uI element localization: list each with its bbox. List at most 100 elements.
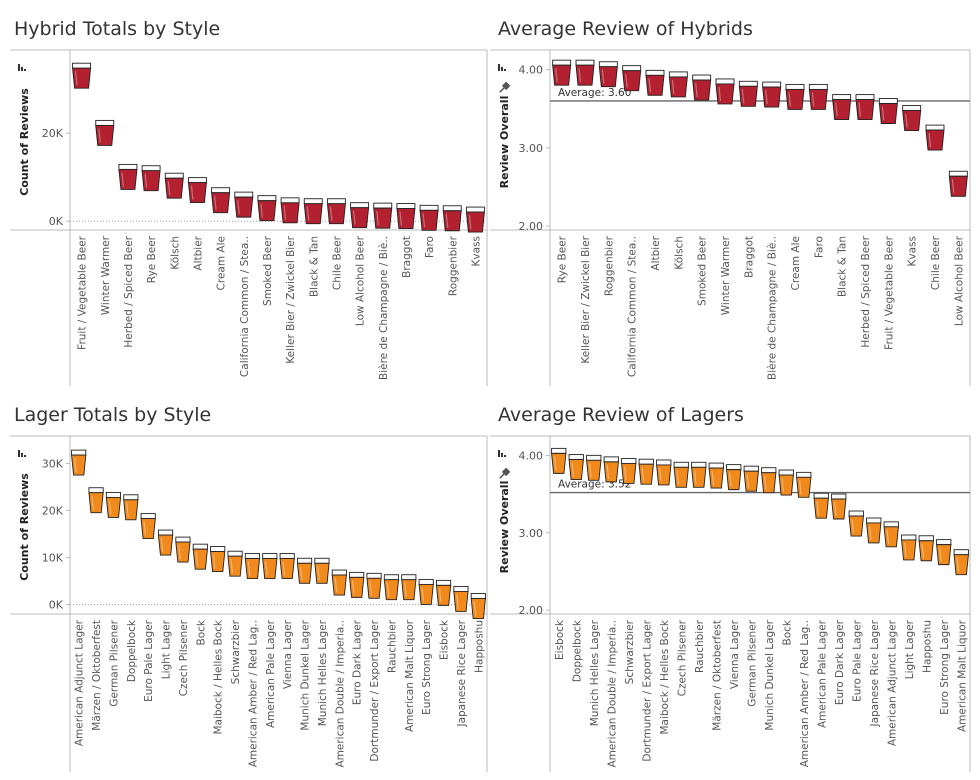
beer-glass-mark bbox=[164, 172, 184, 199]
y-axis-title: Count of Reviews bbox=[18, 473, 31, 581]
category-label: Bock bbox=[781, 619, 793, 645]
category-label: Fruit / Vegetable Beer bbox=[883, 235, 895, 350]
category-label: Rye Beer bbox=[146, 235, 158, 283]
beer-glass-mark bbox=[726, 464, 742, 491]
beer-glass-mark bbox=[227, 550, 243, 577]
beer-glass-mark bbox=[622, 65, 642, 92]
category-label: American Malt Liquor bbox=[956, 619, 968, 732]
beer-glass-mark bbox=[350, 202, 370, 229]
sort-icon bbox=[498, 64, 506, 71]
beer-glass-mark bbox=[435, 579, 452, 606]
beer-glass-mark bbox=[645, 69, 665, 96]
beer-glass-mark bbox=[465, 206, 485, 233]
beer-glass-mark bbox=[785, 83, 805, 110]
category-label: Euro Strong Lager bbox=[421, 619, 433, 714]
beer-glass-mark bbox=[331, 569, 347, 596]
category-label: Japanese Rice Lager bbox=[869, 619, 881, 727]
beer-glass-mark bbox=[866, 517, 882, 544]
beer-glass-mark bbox=[453, 586, 469, 612]
beer-glass-mark bbox=[673, 461, 689, 488]
category-label: Roggenbier bbox=[447, 235, 459, 296]
lager-totals-title: Lager Totals by Style bbox=[14, 404, 212, 426]
beer-glass-mark bbox=[761, 467, 777, 494]
category-label: Chile Beer bbox=[930, 235, 942, 290]
category-label: Dortmunder / Export Lager bbox=[369, 619, 381, 761]
hybrid-avg-chart: Review Overall 2.00 3.00 4.00 Average: 3.60 R… bbox=[490, 49, 971, 386]
hybrid-totals-title: Hybrid Totals by Style bbox=[14, 18, 221, 40]
category-label: Smoked Beer bbox=[697, 235, 709, 306]
beer-glass-mark bbox=[123, 494, 139, 521]
beer-glass-mark bbox=[551, 447, 567, 474]
beer-glass-mark bbox=[140, 513, 156, 540]
category-label: Keller Bier / Zwickel Bier bbox=[285, 235, 297, 363]
category-label: Black & Tan bbox=[837, 236, 849, 297]
category-label: Euro Dark Lager bbox=[834, 619, 846, 705]
y-tick-label: 3.00 bbox=[519, 527, 544, 540]
beer-glass-mark bbox=[303, 198, 323, 225]
category-label: Munich Helles Lager bbox=[589, 619, 601, 726]
y-tick-label: 3.00 bbox=[519, 142, 544, 155]
y-tick-label: 2.00 bbox=[519, 220, 544, 233]
category-label: Munich Dunkel Lager bbox=[764, 619, 776, 730]
category-label: Chile Beer bbox=[331, 235, 343, 290]
sort-icon bbox=[18, 64, 26, 71]
category-label: Vienna Lager bbox=[729, 619, 741, 689]
sort-icon bbox=[498, 450, 506, 457]
category-label: Doppelbock bbox=[126, 619, 138, 682]
beer-glass-mark bbox=[366, 572, 382, 599]
category-label: Eisbock bbox=[439, 619, 451, 660]
beer-glass-mark bbox=[808, 83, 828, 110]
category-label: California Common / Stea.. bbox=[239, 236, 251, 377]
category-label: Herbed / Spiced Beer bbox=[860, 235, 872, 347]
average-label: Average: 3.60 bbox=[558, 87, 631, 99]
hybrid-avg-title: Average Review of Hybrids bbox=[498, 18, 753, 40]
beer-glass-mark bbox=[936, 539, 952, 566]
category-label: American Pale Lager bbox=[816, 619, 828, 728]
beer-glass-mark bbox=[668, 71, 688, 98]
category-label: Herbed / Spiced Beer bbox=[123, 235, 135, 347]
category-label: Eisbock bbox=[554, 619, 566, 660]
category-label: Munich Helles Lager bbox=[317, 619, 329, 726]
category-label: Kölsch bbox=[673, 236, 685, 270]
beer-glass-mark bbox=[552, 59, 572, 86]
category-label: Braggot bbox=[743, 236, 755, 278]
beer-glass-mark bbox=[211, 187, 231, 214]
category-label: Kölsch bbox=[169, 236, 181, 270]
category-label: Altbier bbox=[650, 235, 662, 270]
category-label: Euro Strong Lager bbox=[939, 619, 951, 714]
beer-glass-mark bbox=[918, 535, 934, 562]
category-label: Winter Warmer bbox=[100, 235, 112, 315]
category-label: Schwarzbier bbox=[624, 619, 636, 684]
y-axis-title: Count of Reviews bbox=[18, 88, 31, 196]
category-label: American Malt Liquor bbox=[404, 619, 416, 732]
category-label: German Pilsener bbox=[746, 619, 758, 706]
beer-glass-mark bbox=[691, 461, 707, 488]
beer-glass-mark bbox=[326, 198, 346, 225]
beer-glass-mark bbox=[813, 492, 829, 519]
category-label: Fruit / Vegetable Beer bbox=[77, 235, 89, 350]
pin-icon bbox=[499, 467, 511, 479]
y-axis-title: Review Overall bbox=[498, 481, 511, 574]
hybrid-totals-chart: Count of Reviews 0K 20K Fruit / Vegetable B… bbox=[10, 49, 488, 386]
category-label: Keller Bier / Zwickel Bier bbox=[580, 235, 592, 363]
beer-glass-mark bbox=[401, 574, 417, 601]
beer-glass-mark bbox=[314, 557, 330, 584]
category-label: Low Alcohol Beer bbox=[953, 235, 965, 326]
beer-glass-mark bbox=[586, 454, 602, 481]
y-tick-label: 10K bbox=[42, 552, 64, 565]
category-label: American Double / Imperia.. bbox=[606, 620, 618, 768]
beer-glass-mark bbox=[848, 510, 864, 537]
beer-glass-mark bbox=[925, 124, 945, 151]
beer-glass-mark bbox=[257, 195, 277, 222]
beer-glass-mark bbox=[419, 204, 439, 231]
category-label: Maibock / Helles Bock bbox=[213, 619, 225, 734]
beer-glass-mark bbox=[71, 449, 87, 476]
beer-glass-mark bbox=[349, 571, 365, 598]
beer-glass-mark bbox=[210, 546, 226, 572]
category-label: Bière de Champagne / Biè.. bbox=[378, 236, 390, 380]
beer-glass-mark bbox=[715, 78, 735, 105]
pin-icon bbox=[499, 81, 511, 93]
beer-glass-mark bbox=[902, 105, 922, 131]
beer-glass-mark bbox=[175, 536, 191, 563]
